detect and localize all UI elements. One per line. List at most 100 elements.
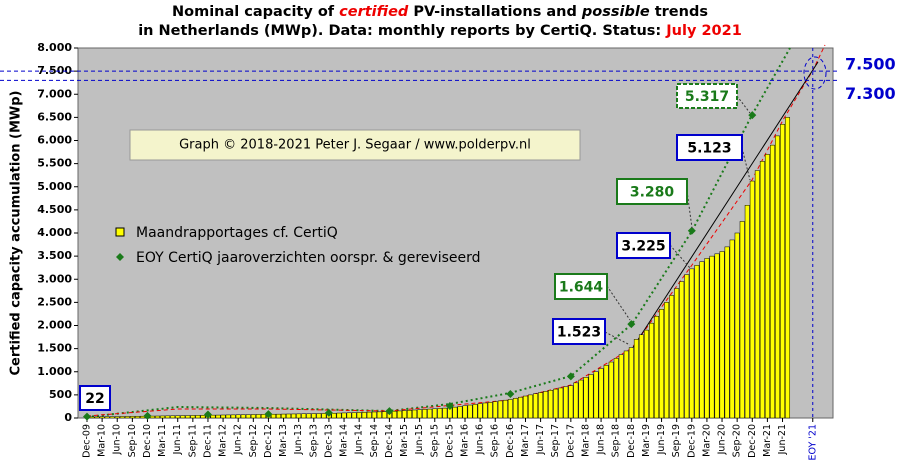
bar bbox=[407, 410, 413, 419]
bar bbox=[437, 408, 443, 419]
eoy-point bbox=[748, 111, 757, 120]
y-tick-label: 2.500 bbox=[37, 295, 72, 308]
trend-poly bbox=[86, 47, 791, 418]
x-tick-label: Sep-14 bbox=[369, 424, 380, 457]
bar bbox=[608, 361, 614, 419]
bar bbox=[638, 334, 644, 419]
bar bbox=[235, 414, 241, 419]
bar bbox=[709, 255, 715, 419]
annotation-box bbox=[676, 83, 738, 109]
bar bbox=[714, 253, 720, 419]
copyright-box bbox=[129, 129, 581, 161]
trend-exp bbox=[86, 44, 826, 417]
bar bbox=[633, 339, 639, 419]
bar bbox=[180, 415, 186, 419]
bar bbox=[588, 374, 594, 419]
x-tick-label: Dec-18 bbox=[626, 424, 637, 458]
bar bbox=[215, 414, 221, 419]
x-tick-label: Jun-12 bbox=[233, 424, 244, 455]
bar bbox=[286, 413, 292, 419]
title-part: certified bbox=[339, 4, 409, 20]
title-part: July 2021 bbox=[665, 23, 742, 39]
y-tick-label: 8.000 bbox=[37, 41, 72, 54]
y-tick-label: 6.500 bbox=[37, 110, 72, 123]
y-tick-label: 500 bbox=[49, 388, 72, 401]
bar bbox=[754, 170, 760, 419]
y-tick-label: 4.000 bbox=[37, 226, 72, 239]
bar bbox=[346, 412, 352, 419]
bar bbox=[291, 413, 297, 419]
annotation: 3.225 bbox=[621, 239, 665, 255]
bar bbox=[432, 408, 438, 419]
bar bbox=[775, 135, 780, 419]
bar bbox=[512, 398, 518, 419]
annotation: 1.644 bbox=[559, 280, 604, 296]
bar bbox=[104, 416, 110, 419]
x-tick-label: Sep-19 bbox=[671, 424, 682, 457]
bar bbox=[356, 412, 362, 419]
legend-label: Maandrapportages cf. CertiQ bbox=[136, 225, 338, 241]
bar bbox=[528, 394, 533, 419]
annotation: 5.317 bbox=[685, 89, 729, 105]
chart-title: Nominal capacity of certified PV-install… bbox=[172, 4, 708, 20]
annotation-leader bbox=[669, 244, 691, 269]
bar bbox=[271, 413, 276, 419]
x-tick-label: Sep-10 bbox=[127, 424, 138, 457]
x-tick-label: Jun-17 bbox=[535, 424, 546, 455]
bar bbox=[553, 388, 559, 419]
bar bbox=[331, 412, 337, 419]
bar bbox=[109, 416, 115, 419]
annotation-box bbox=[616, 178, 688, 205]
y-tick-label: 5.000 bbox=[37, 180, 72, 193]
bar bbox=[281, 413, 287, 419]
bar bbox=[487, 402, 493, 419]
y-tick-label: 1.500 bbox=[37, 342, 72, 355]
bar bbox=[669, 295, 675, 419]
bar bbox=[517, 396, 523, 419]
bar bbox=[190, 415, 196, 419]
x-tick-label: Dec-20 bbox=[747, 424, 758, 458]
bar bbox=[744, 205, 750, 419]
bar bbox=[391, 410, 397, 419]
copyright: Graph © 2018-2021 Peter J. Segaar / www.… bbox=[179, 138, 531, 153]
bar bbox=[296, 413, 302, 419]
title-part: possible bbox=[581, 4, 650, 20]
x-tick-label: Jun-13 bbox=[293, 424, 304, 455]
bar bbox=[502, 399, 508, 419]
eoy-point bbox=[143, 411, 152, 420]
bar bbox=[397, 410, 402, 419]
trend-lines bbox=[86, 44, 827, 418]
chart-title: in Netherlands (MWp). Data: monthly repo… bbox=[138, 23, 742, 39]
bar bbox=[649, 322, 654, 419]
x-tick-label: Sep-16 bbox=[490, 424, 501, 457]
y-tick-label: 1.000 bbox=[37, 365, 72, 378]
bar bbox=[452, 406, 458, 419]
annotation-box bbox=[79, 385, 111, 411]
bar bbox=[427, 408, 433, 419]
y-tick-label: 7.000 bbox=[37, 87, 72, 100]
annotation-leader bbox=[736, 95, 751, 114]
title-part: PV-installations and bbox=[408, 4, 582, 20]
bar bbox=[316, 413, 322, 419]
bar bbox=[165, 415, 171, 419]
x-tick-label: Dec-12 bbox=[263, 424, 274, 458]
x-tick-label: Dec-17 bbox=[565, 424, 576, 458]
bar bbox=[422, 409, 428, 419]
title-part: Nominal capacity of bbox=[172, 4, 339, 20]
eoy-point bbox=[687, 226, 696, 235]
trend-linear bbox=[631, 61, 819, 350]
eoy-point bbox=[627, 320, 636, 329]
eoy-point bbox=[445, 401, 454, 410]
bar bbox=[155, 415, 161, 419]
bar bbox=[533, 393, 539, 419]
x-tick-label: Jun-10 bbox=[112, 424, 123, 455]
bar bbox=[321, 413, 327, 419]
bar bbox=[467, 404, 473, 419]
bar bbox=[99, 416, 105, 419]
bar bbox=[210, 414, 216, 419]
bar bbox=[175, 415, 181, 419]
x-tick-label: Jun-15 bbox=[414, 424, 425, 455]
bar bbox=[497, 400, 503, 419]
bar bbox=[507, 399, 513, 419]
